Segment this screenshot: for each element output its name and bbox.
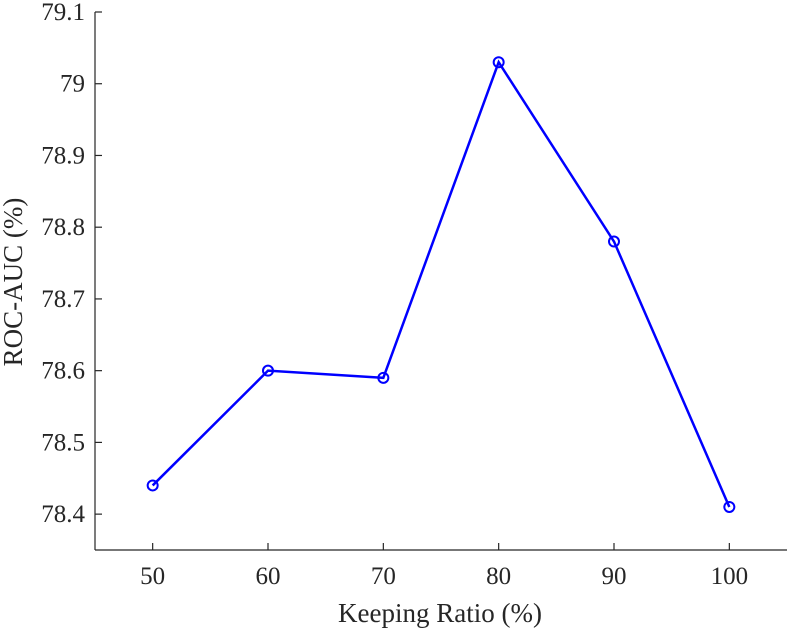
data-point: [146, 479, 159, 492]
series-line: [151, 59, 731, 508]
data-point: [608, 235, 620, 248]
y-axis-title: ROC-AUC (%): [0, 198, 28, 367]
y-tick-label: 78.6: [41, 358, 85, 385]
data-point: [492, 56, 505, 69]
data-point: [377, 371, 390, 384]
y-tick-label: 78.8: [41, 214, 85, 241]
x-axis-title: Keeping Ratio (%): [338, 598, 542, 628]
x-tick-label: 50: [140, 563, 165, 590]
x-tick-label: 60: [256, 563, 281, 590]
x-tick-label: 100: [711, 563, 749, 590]
y-tick-label: 78.4: [41, 501, 85, 528]
x-ticks: 50 60 70 80 90 100: [140, 543, 748, 590]
y-ticks: 78.4 78.5 78.6 78.7 78.8 78.9 79 79.1: [41, 0, 102, 528]
series-group: [146, 56, 736, 513]
x-tick-label: 80: [486, 563, 511, 590]
y-tick-label: 79: [60, 71, 85, 98]
data-point: [723, 500, 736, 513]
y-tick-label: 78.9: [41, 142, 85, 169]
data-point: [262, 364, 274, 377]
y-tick-label: 78.7: [41, 286, 85, 313]
axes: [94, 12, 787, 551]
y-tick-label: 79.1: [41, 0, 85, 26]
x-tick-label: 70: [371, 563, 396, 590]
x-tick-label: 90: [602, 563, 627, 590]
y-tick-label: 78.5: [41, 429, 85, 456]
